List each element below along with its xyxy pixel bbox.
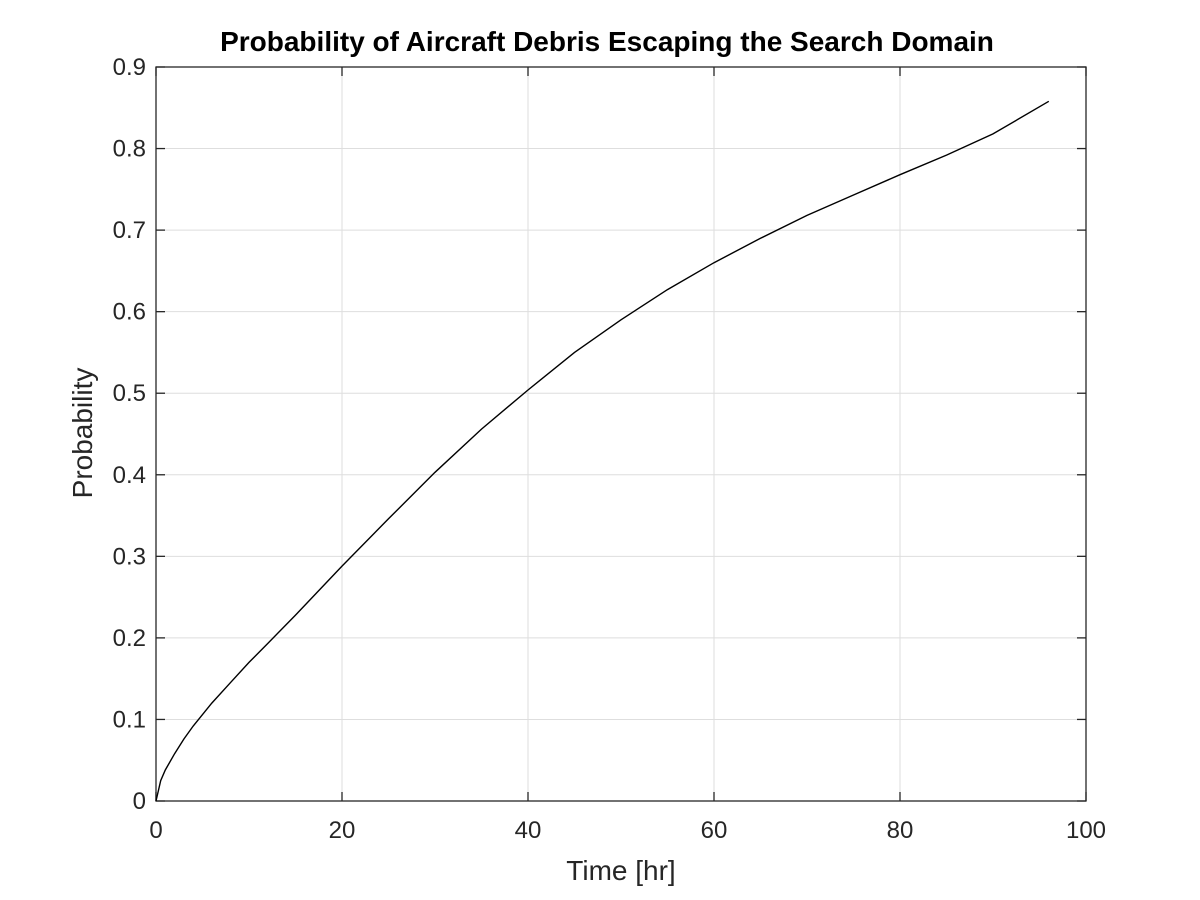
y-axis-label: Probability: [67, 368, 98, 499]
plot-box: [155, 66, 1087, 802]
x-tick-label: 0: [149, 817, 162, 844]
ticks: 0 20 40 60 80 100 0 0.1 0.2 0.3 0.4 0.5 0.6 0.7 0.8 0.9: [113, 54, 1106, 844]
y-tick-label: 0.9: [113, 54, 146, 81]
x-axis-label: Time [hr]: [566, 855, 675, 886]
y-tick-label: 0.2: [113, 625, 146, 652]
y-tick-label: 0.6: [113, 299, 146, 326]
x-tick-label: 60: [701, 817, 728, 844]
x-tick-label: 80: [887, 817, 914, 844]
x-tick-label: 100: [1066, 817, 1106, 844]
x-tick-label: 20: [329, 817, 356, 844]
y-tick-label: 0.1: [113, 706, 146, 733]
y-tick-label: 0: [133, 788, 146, 815]
axes: [155, 66, 1087, 802]
x-tick-label: 40: [515, 817, 542, 844]
y-tick-label: 0.5: [113, 380, 146, 407]
series-layer: [155, 100, 1050, 802]
y-tick-label: 0.3: [113, 543, 146, 570]
y-tick-label: 0.7: [113, 217, 146, 244]
y-tick-label: 0.4: [113, 462, 146, 489]
chart-title: Probability of Aircraft Debris Escaping …: [220, 26, 994, 57]
y-tick-label: 0.8: [113, 136, 146, 163]
series-line: [155, 100, 1050, 802]
